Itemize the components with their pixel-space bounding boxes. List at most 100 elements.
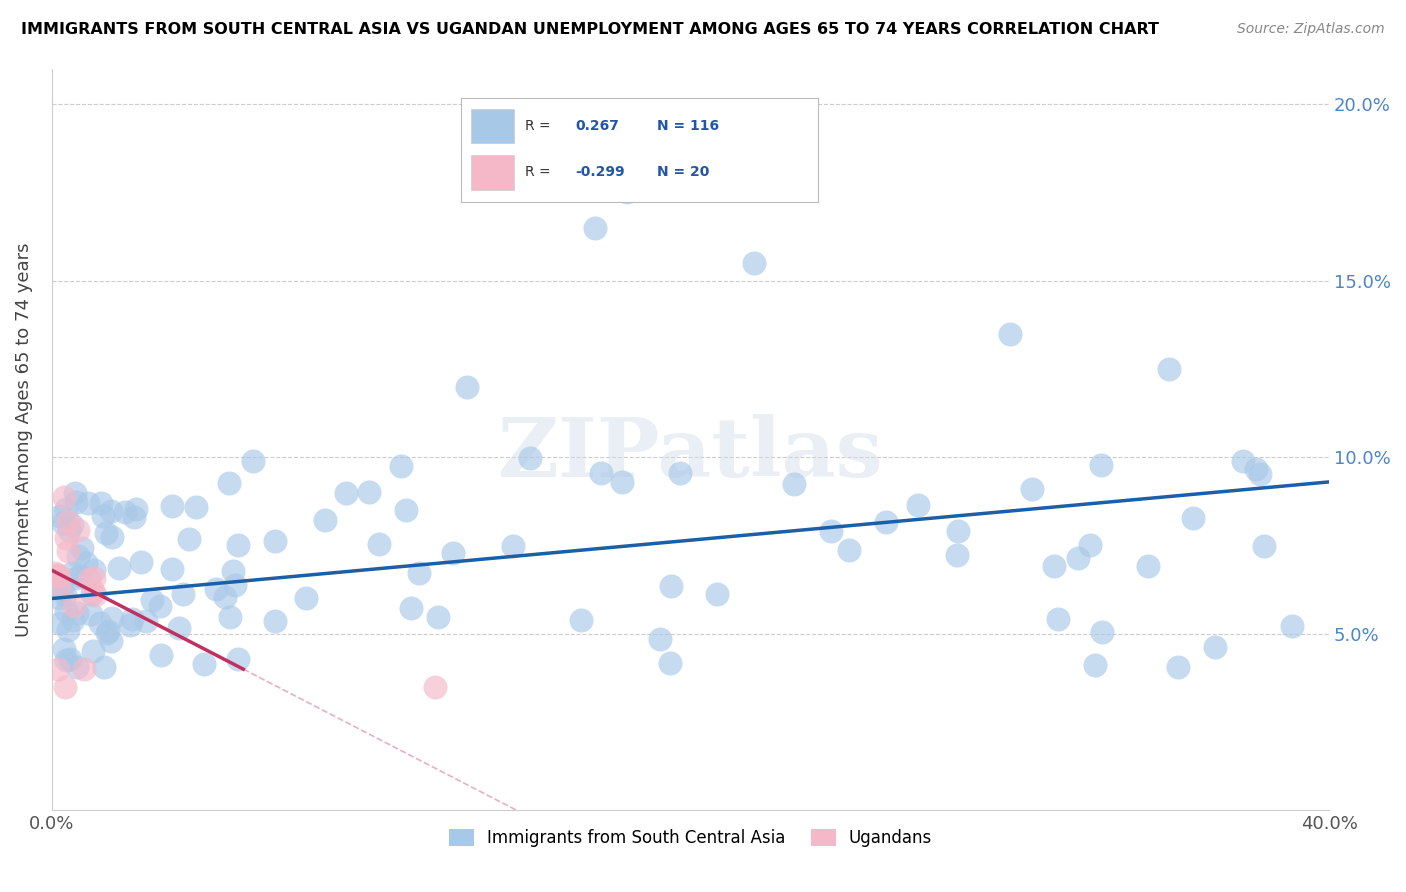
Point	[79, 607, 101, 621]
Point	[93, 509, 115, 524]
Point	[63, 599, 86, 613]
Point	[408, 566, 430, 580]
Point	[55, 653, 77, 667]
Point	[314, 513, 336, 527]
Point	[53, 588, 76, 602]
Point	[193, 657, 215, 672]
Point	[502, 539, 524, 553]
Point	[427, 610, 450, 624]
Point	[1249, 467, 1271, 482]
Point	[96, 525, 118, 540]
Text: ZIPatlas: ZIPatlas	[498, 415, 883, 494]
Point	[668, 467, 690, 481]
Point	[75, 556, 97, 570]
Point	[1281, 619, 1303, 633]
Point	[53, 680, 76, 694]
Point	[60, 517, 83, 532]
Point	[399, 601, 422, 615]
Point	[226, 652, 249, 666]
Point	[648, 632, 671, 646]
Point	[83, 571, 105, 585]
Point	[55, 603, 77, 617]
Point	[96, 626, 118, 640]
Point	[46, 662, 69, 676]
Point	[48, 591, 70, 605]
Point	[1090, 458, 1112, 472]
Point	[53, 642, 76, 657]
Point	[214, 590, 236, 604]
Point	[62, 613, 84, 627]
Point	[875, 515, 897, 529]
Point	[610, 475, 633, 489]
Point	[706, 587, 728, 601]
Point	[56, 514, 79, 528]
Point	[56, 544, 79, 558]
Point	[1244, 462, 1267, 476]
Point	[58, 523, 80, 537]
Point	[135, 614, 157, 628]
Point	[569, 613, 592, 627]
Point	[946, 549, 969, 563]
Point	[1166, 660, 1188, 674]
Point	[242, 454, 264, 468]
Point	[456, 379, 478, 393]
Point	[100, 633, 122, 648]
Point	[389, 458, 412, 473]
Point	[125, 501, 148, 516]
Point	[1067, 551, 1090, 566]
Point	[820, 524, 842, 538]
Point	[82, 584, 104, 599]
Point	[395, 503, 418, 517]
Point	[76, 495, 98, 509]
Point	[97, 624, 120, 639]
Text: IMMIGRANTS FROM SOUTH CENTRAL ASIA VS UGANDAN UNEMPLOYMENT AMONG AGES 65 TO 74 Y: IMMIGRANTS FROM SOUTH CENTRAL ASIA VS UG…	[21, 22, 1159, 37]
Point	[838, 543, 860, 558]
Point	[51, 582, 73, 596]
Point	[1204, 640, 1226, 654]
Point	[83, 588, 105, 602]
Point	[172, 587, 194, 601]
Point	[67, 523, 90, 537]
Point	[264, 614, 287, 628]
Point	[742, 256, 765, 270]
Point	[120, 618, 142, 632]
Point	[222, 565, 245, 579]
Point	[224, 578, 246, 592]
Point	[65, 494, 87, 508]
Point	[52, 516, 75, 531]
Point	[149, 599, 172, 613]
Point	[114, 505, 136, 519]
Point	[226, 538, 249, 552]
Point	[59, 651, 82, 665]
Text: Source: ZipAtlas.com: Source: ZipAtlas.com	[1237, 22, 1385, 37]
Point	[129, 555, 152, 569]
Point	[1021, 482, 1043, 496]
Point	[295, 591, 318, 605]
Point	[179, 532, 201, 546]
Y-axis label: Unemployment Among Ages 65 to 74 years: Unemployment Among Ages 65 to 74 years	[15, 243, 32, 637]
Point	[100, 504, 122, 518]
Point	[101, 611, 124, 625]
Point	[160, 499, 183, 513]
Point	[70, 541, 93, 556]
Point	[107, 561, 129, 575]
Point	[167, 621, 190, 635]
Point	[48, 568, 70, 582]
Point	[423, 680, 446, 694]
Point	[73, 662, 96, 676]
Point	[659, 656, 682, 670]
Point	[60, 566, 83, 581]
Point	[1182, 510, 1205, 524]
Point	[49, 508, 72, 523]
Point	[44, 566, 66, 581]
Point	[368, 537, 391, 551]
Point	[45, 568, 67, 582]
Point	[150, 648, 173, 662]
Point	[90, 496, 112, 510]
Point	[1159, 362, 1181, 376]
Point	[998, 326, 1021, 341]
Point	[591, 467, 613, 481]
Point	[1084, 657, 1107, 672]
Point	[48, 577, 70, 591]
Point	[946, 524, 969, 539]
